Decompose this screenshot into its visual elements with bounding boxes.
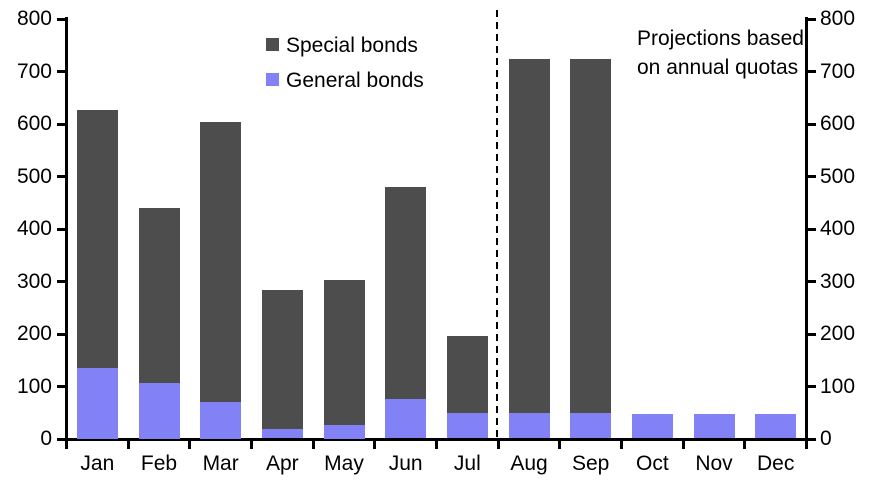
x-axis-label-sep: Sep: [571, 452, 610, 475]
y-axis-right-tick: [808, 17, 816, 21]
y-axis-left-tick: [57, 227, 65, 231]
bar-segment-special-bonds-aug: [508, 59, 550, 414]
x-axis-tick: [188, 440, 192, 449]
legend-label-general-bonds: General bonds: [286, 69, 424, 92]
y-axis-left-tick: [57, 70, 65, 73]
x-axis-tick: [311, 440, 315, 449]
y-axis-left-tick-label: 300: [16, 269, 52, 293]
y-axis-right-tick: [808, 122, 816, 126]
y-axis-right-tick: [808, 70, 816, 73]
x-axis-label-jul: Jul: [453, 452, 481, 475]
x-axis-tick: [743, 440, 747, 449]
bar-segment-general-bonds-jan: [76, 367, 118, 439]
y-axis-left-tick-label: 400: [16, 217, 52, 240]
projections-annotation: Projections based on annual quotas: [637, 27, 804, 79]
bar-segment-general-bonds-may: [323, 425, 365, 439]
x-axis-label-dec: Dec: [756, 452, 795, 475]
y-axis-left-tick-label: 200: [16, 322, 52, 345]
y-axis-right-tick-label: 500: [820, 164, 856, 188]
bar-segment-special-bonds-mar: [200, 122, 242, 402]
bar-segment-general-bonds-feb: [138, 383, 180, 439]
x-axis-tick: [435, 440, 438, 449]
y-axis-right-spine: [805, 17, 808, 441]
y-axis-right-tick-label: 700: [820, 59, 856, 83]
bar-segment-general-bonds-sep: [570, 413, 612, 439]
bar-segment-special-bonds-apr: [261, 290, 303, 430]
bar-segment-special-bonds-feb: [138, 207, 180, 384]
bar-segment-special-bonds-sep: [570, 59, 612, 414]
bar-segment-special-bonds-jul: [446, 335, 488, 414]
x-axis-tick: [681, 440, 685, 449]
y-axis-left-tick-label: 800: [16, 7, 52, 30]
y-axis-right-tick-label: 100: [820, 374, 856, 398]
x-axis-label-feb: Feb: [140, 452, 178, 475]
bar-segment-special-bonds-may: [323, 280, 365, 426]
bar-segment-general-bonds-nov: [693, 414, 735, 439]
y-axis-left-tick: [57, 175, 65, 178]
legend-label-special-bonds: Special bonds: [286, 34, 418, 57]
legend-swatch-special-bonds: [266, 38, 279, 51]
y-axis-right-tick-label: 300: [820, 269, 856, 293]
y-axis-right-tick: [808, 280, 816, 283]
y-axis-left-tick-label: 500: [16, 164, 52, 188]
y-axis-left-tick: [57, 17, 65, 21]
y-axis-left-tick: [57, 122, 65, 126]
y-axis-right-tick-label: 600: [820, 112, 856, 135]
x-axis-spine: [65, 437, 808, 441]
x-axis-tick: [373, 440, 377, 449]
bar-segment-special-bonds-jun: [385, 186, 427, 399]
x-axis-label-mar: Mar: [202, 452, 239, 475]
y-axis-right-tick: [808, 175, 816, 178]
y-axis-right-tick: [808, 332, 816, 336]
y-axis-right-tick: [808, 227, 816, 231]
x-axis-label-may: May: [324, 452, 364, 475]
x-axis-label-aug: Aug: [510, 452, 548, 475]
x-axis-label-oct: Oct: [635, 452, 669, 475]
x-axis-label-jan: Jan: [80, 452, 115, 475]
y-axis-left-tick: [57, 385, 65, 388]
x-axis-tick: [250, 440, 253, 449]
y-axis-left-tick: [57, 437, 65, 441]
x-axis-tick: [620, 440, 623, 449]
y-axis-left-spine: [65, 17, 68, 441]
y-axis-left-tick-label: 0: [40, 427, 52, 450]
x-axis-label-nov: Nov: [695, 452, 733, 475]
y-axis-right-tick-label: 800: [820, 7, 856, 30]
bar-segment-general-bonds-dec: [755, 414, 797, 439]
legend-swatch-general-bonds: [266, 73, 279, 86]
bar-segment-general-bonds-apr: [261, 429, 303, 439]
bar-segment-general-bonds-oct: [631, 414, 673, 439]
x-axis-tick: [805, 440, 808, 449]
y-axis-left-tick-label: 600: [16, 112, 52, 135]
y-axis-right-tick: [808, 385, 816, 388]
y-axis-right-tick-label: 0: [820, 427, 832, 450]
y-axis-right-tick-label: 400: [820, 217, 856, 240]
bar-segment-general-bonds-aug: [508, 413, 550, 439]
x-axis-tick: [126, 440, 130, 449]
projection-divider-dashed-line: [496, 10, 498, 438]
x-axis-label-apr: Apr: [265, 452, 299, 475]
x-axis-label-jun: Jun: [388, 452, 423, 475]
bar-segment-general-bonds-jul: [446, 413, 488, 439]
y-axis-left-tick: [57, 332, 65, 336]
bar-segment-general-bonds-jun: [385, 398, 427, 439]
x-axis-tick: [558, 440, 562, 449]
y-axis-right-tick-label: 200: [820, 322, 856, 345]
x-axis-tick: [496, 440, 500, 449]
y-axis-left-tick: [57, 280, 65, 283]
y-axis-left-tick-label: 700: [16, 59, 52, 83]
bar-segment-special-bonds-jan: [76, 110, 118, 368]
bar-segment-general-bonds-mar: [200, 401, 242, 439]
x-axis-tick: [65, 440, 68, 449]
y-axis-right-tick: [808, 437, 816, 441]
y-axis-left-tick-label: 100: [16, 374, 52, 398]
